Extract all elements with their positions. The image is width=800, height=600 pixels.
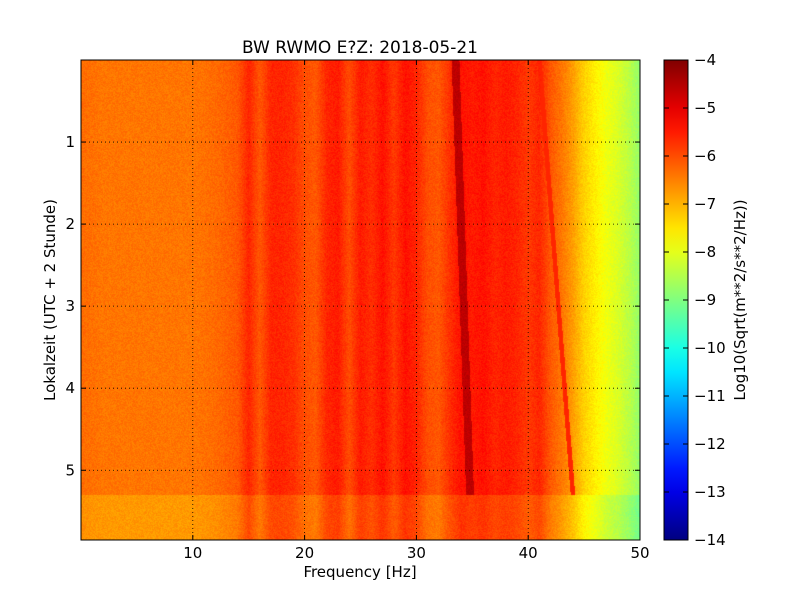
- colorbar-label: Log10(Sqrt(m**2/s**2/Hz)): [731, 199, 749, 400]
- spectrogram-raster: [81, 60, 640, 540]
- x-tick-label: 10: [183, 544, 202, 562]
- colorbar-tick-label: −7: [694, 195, 716, 213]
- colorbar-tick-label: −5: [694, 99, 716, 117]
- x-axis-ticks: 10 20 30 40 50: [183, 60, 650, 562]
- colorbar-tick-label: −9: [694, 291, 716, 309]
- x-tick-label: 40: [519, 544, 538, 562]
- y-tick-label: 5: [65, 461, 75, 479]
- y-tick-label: 1: [65, 133, 75, 151]
- y-tick-label: 4: [65, 379, 75, 397]
- x-axis-label: Frequency [Hz]: [303, 563, 416, 581]
- colorbar-tick-label: −4: [694, 51, 716, 69]
- x-tick-label: 50: [630, 544, 649, 562]
- chart-title: BW RWMO E?Z: 2018-05-21: [242, 38, 478, 58]
- plot-frame: [80, 59, 641, 541]
- grid-lines: [81, 60, 640, 540]
- x-tick-label: 30: [407, 544, 426, 562]
- y-axis-label: Lokalzeit (UTC + 2 Stunde): [41, 199, 59, 401]
- colorbar-ticks: −4 −5 −6 −7 −8 −9 −10 −11 −12 −13 −14: [664, 51, 726, 549]
- colorbar-tick-label: −14: [694, 531, 726, 549]
- y-tick-label: 3: [65, 297, 75, 315]
- colorbar-tick-label: −13: [694, 483, 726, 501]
- spectrogram-image: [81, 60, 640, 540]
- y-axis-ticks: 1 2 3 4 5: [65, 133, 640, 479]
- colorbar-tick-label: −8: [694, 243, 716, 261]
- x-tick-label: 20: [295, 544, 314, 562]
- colorbar-tick-label: −11: [694, 387, 726, 405]
- y-tick-label: 2: [65, 215, 75, 233]
- colorbar-tick-label: −6: [694, 147, 716, 165]
- colorbar-tick-label: −10: [694, 339, 726, 357]
- colorbar-tick-label: −12: [694, 435, 726, 453]
